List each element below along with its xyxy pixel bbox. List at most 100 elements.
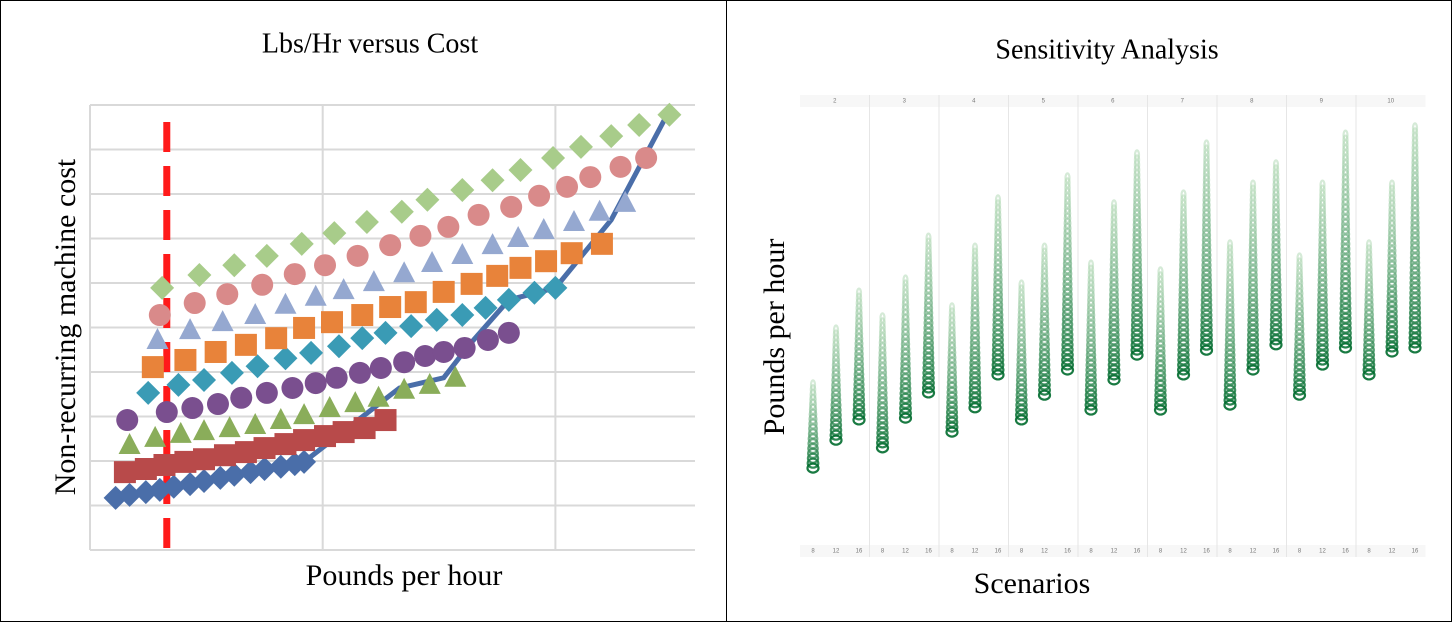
marker (432, 340, 455, 363)
dot (1295, 277, 1304, 289)
dot (1385, 326, 1399, 338)
dot (1038, 354, 1051, 366)
facet-strip (1356, 545, 1426, 557)
dot (1040, 277, 1049, 290)
dot (1062, 273, 1073, 285)
marker (314, 425, 337, 448)
marker (599, 124, 624, 149)
dot (1063, 237, 1072, 250)
dot (1038, 364, 1051, 376)
dot (854, 348, 864, 360)
dot (1294, 323, 1305, 335)
group-label: 8 (1020, 549, 1024, 555)
marker (348, 361, 371, 384)
dot (829, 434, 843, 446)
dot (1293, 359, 1306, 371)
marker (627, 113, 652, 138)
group-label: 16 (1273, 549, 1280, 555)
marker (321, 311, 343, 334)
marker (409, 224, 432, 247)
dot (1387, 235, 1397, 247)
dot (1362, 369, 1376, 381)
marker (192, 368, 217, 393)
dot (1294, 308, 1305, 320)
marker (418, 372, 441, 394)
dot (1063, 217, 1072, 229)
marker (283, 263, 306, 286)
marker (560, 242, 583, 265)
marker (460, 272, 483, 295)
group-label: 8 (1228, 549, 1232, 555)
marker (579, 166, 602, 189)
dot (1062, 298, 1073, 310)
group-label: 16 (925, 549, 932, 555)
dot (1130, 349, 1144, 361)
dot (1063, 227, 1072, 240)
group-label: 8 (950, 549, 954, 555)
dot (1246, 359, 1260, 371)
dot (1062, 258, 1073, 270)
dot (1014, 414, 1029, 426)
strip (829, 324, 843, 446)
dot (968, 402, 982, 414)
dot (1176, 369, 1191, 381)
marker (153, 454, 176, 477)
dot (968, 397, 982, 409)
x-axis-label: Pounds per hour (306, 559, 503, 592)
dot (1386, 275, 1398, 287)
facet-strip (1147, 545, 1217, 557)
dot (1408, 342, 1422, 354)
marker (590, 232, 613, 255)
marker (424, 307, 449, 332)
dot (1064, 182, 1071, 194)
dot (1041, 257, 1048, 269)
dot (1387, 265, 1397, 277)
dot (852, 414, 866, 426)
group-label: 16 (856, 549, 863, 555)
marker (362, 270, 385, 292)
x-axis-label: Scenarios (974, 567, 1091, 600)
marker (314, 254, 337, 277)
strip (852, 287, 866, 426)
dot (1040, 272, 1049, 285)
strip (1176, 189, 1191, 381)
dot (852, 399, 866, 411)
dot (1061, 318, 1074, 331)
dot (853, 363, 865, 375)
dot (1040, 293, 1049, 305)
marker (480, 168, 505, 193)
marker (213, 444, 236, 467)
marker (496, 287, 521, 312)
marker (206, 393, 229, 416)
dot (1062, 303, 1073, 315)
marker (444, 365, 467, 387)
strip (1153, 266, 1168, 416)
dot (1386, 305, 1398, 318)
dot (922, 382, 935, 394)
marker (274, 433, 297, 456)
facet-strip (1286, 545, 1356, 557)
marker (216, 283, 239, 306)
dot (1293, 384, 1306, 396)
marker (346, 244, 369, 267)
dot (1107, 369, 1121, 381)
marker (218, 416, 241, 438)
y-axis-label: Pounds per hour (758, 239, 791, 436)
group-label: 12 (1041, 549, 1048, 555)
group-label: 8 (1367, 549, 1371, 555)
marker (535, 250, 558, 273)
group-label: 16 (1064, 549, 1071, 555)
dot (1294, 343, 1305, 356)
marker (507, 226, 530, 248)
marker (234, 333, 257, 356)
dot (1061, 344, 1074, 356)
dot (1040, 298, 1049, 310)
marker (136, 380, 161, 405)
marker (253, 437, 276, 460)
dot (1199, 339, 1214, 351)
marker (609, 155, 632, 178)
dot (1385, 341, 1399, 353)
dot (854, 333, 864, 345)
facet-label: 3 (903, 99, 907, 105)
dot (1293, 379, 1306, 391)
